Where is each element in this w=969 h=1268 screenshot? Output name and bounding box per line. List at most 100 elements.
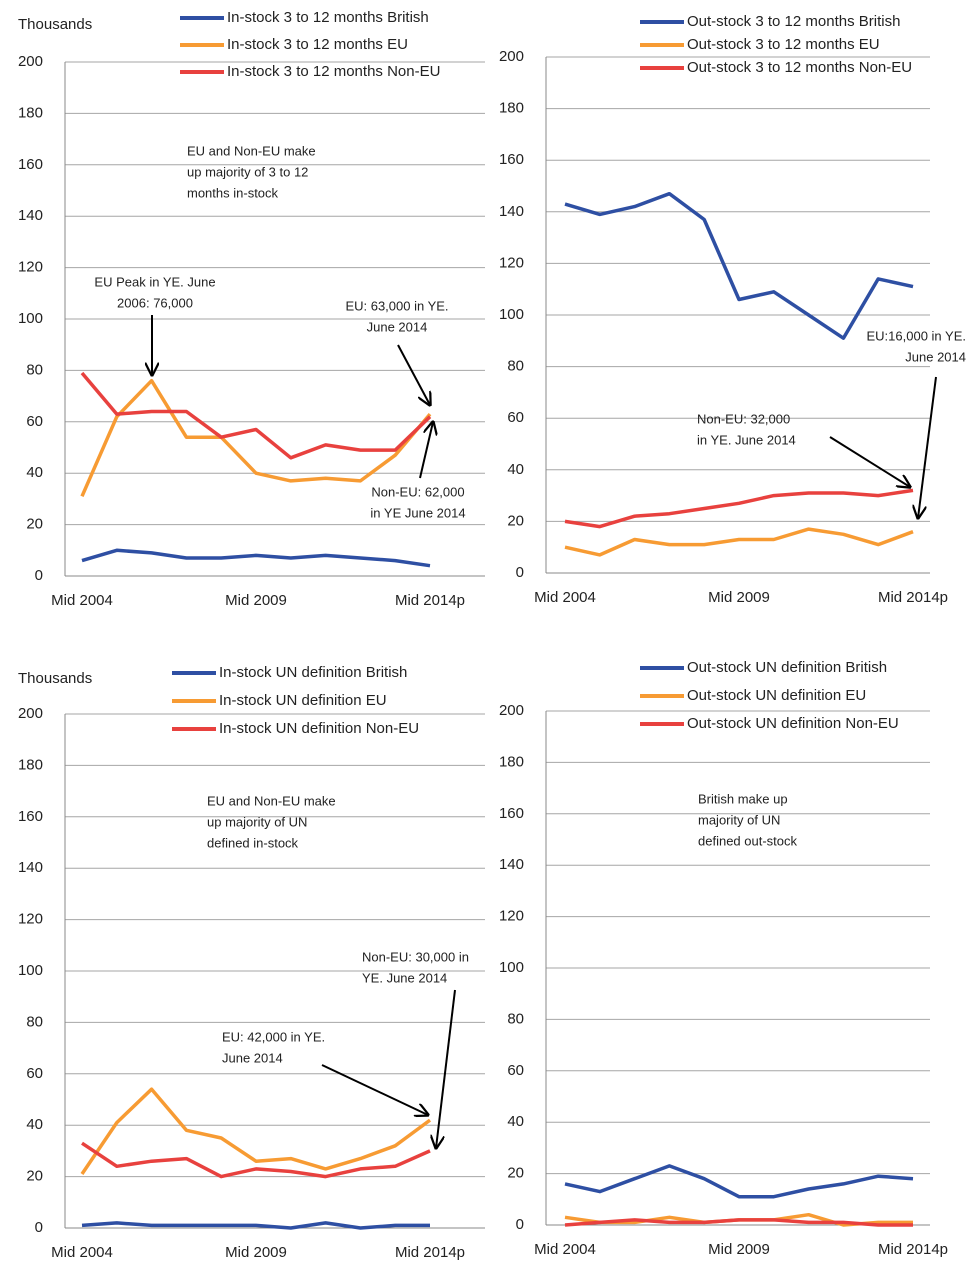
legend-label: Out-stock 3 to 12 months Non-EU xyxy=(687,59,912,76)
y-axis-label: Thousands xyxy=(18,16,92,33)
y-axis-label: Thousands xyxy=(18,670,92,687)
y-tick-label: 100 xyxy=(499,306,524,323)
y-tick-label: 60 xyxy=(26,413,43,430)
annotation: in YE June 2014 xyxy=(370,505,465,520)
y-tick-label: 40 xyxy=(507,461,524,478)
y-tick-label: 0 xyxy=(516,1216,524,1233)
y-tick-label: 120 xyxy=(18,259,43,276)
annotation: in YE. June 2014 xyxy=(697,432,796,447)
y-tick-label: 200 xyxy=(499,702,524,719)
y-tick-label: 0 xyxy=(35,567,43,584)
series-line xyxy=(564,1164,914,1199)
annotation: EU:16,000 in YE. xyxy=(867,328,967,343)
series-line xyxy=(564,191,914,340)
y-tick-label: 80 xyxy=(507,358,524,375)
y-tick-label: 0 xyxy=(516,564,524,581)
y-tick-label: 60 xyxy=(26,1065,43,1082)
annotation: months in-stock xyxy=(187,185,279,200)
y-tick-label: 100 xyxy=(18,962,43,979)
legend-label: Out-stock UN definition British xyxy=(687,659,887,676)
series-line xyxy=(564,527,914,557)
y-tick-label: 100 xyxy=(18,310,43,327)
y-tick-label: 140 xyxy=(499,203,524,220)
annotation-arrow xyxy=(321,1064,428,1115)
y-tick-label: 200 xyxy=(18,53,43,70)
y-tick-label: 80 xyxy=(26,1013,43,1030)
legend-label: Out-stock UN definition EU xyxy=(687,687,866,704)
x-tick-label: Mid 2009 xyxy=(225,592,287,609)
y-tick-label: 200 xyxy=(499,48,524,65)
legend-label: In-stock 3 to 12 months EU xyxy=(227,36,408,53)
y-tick-label: 80 xyxy=(507,1010,524,1027)
annotation: Non-EU: 62,000 xyxy=(371,484,464,499)
x-tick-label: Mid 2009 xyxy=(225,1244,287,1261)
x-tick-label: Mid 2014p xyxy=(878,589,948,606)
annotation-arrow xyxy=(397,344,430,405)
y-tick-label: 160 xyxy=(499,151,524,168)
annotation: EU and Non-EU make xyxy=(207,793,336,808)
y-tick-label: 160 xyxy=(18,808,43,825)
legend-label: In-stock UN definition Non-EU xyxy=(219,720,419,737)
annotation: defined in-stock xyxy=(207,835,299,850)
series-line xyxy=(564,1218,913,1227)
annotation: EU and Non-EU make xyxy=(187,143,316,158)
y-tick-label: 80 xyxy=(26,361,43,378)
series-line xyxy=(81,1141,431,1179)
y-tick-label: 120 xyxy=(18,911,43,928)
annotation: June 2014 xyxy=(367,319,428,334)
y-tick-label: 40 xyxy=(26,1116,43,1133)
annotation: 2006: 76,000 xyxy=(117,295,193,310)
series-line xyxy=(80,378,432,498)
annotation: defined out-stock xyxy=(698,833,798,848)
series-line xyxy=(564,488,914,529)
x-tick-label: Mid 2004 xyxy=(51,1244,113,1261)
annotation-arrow xyxy=(419,422,433,479)
legend-label: Out-stock 3 to 12 months EU xyxy=(687,36,880,53)
x-tick-label: Mid 2014p xyxy=(395,1244,465,1261)
annotation-arrow xyxy=(918,376,937,518)
legend-label: Out-stock 3 to 12 months British xyxy=(687,13,900,30)
y-tick-label: 120 xyxy=(499,908,524,925)
legend-label: In-stock UN definition British xyxy=(219,664,407,681)
legend-label: In-stock 3 to 12 months British xyxy=(227,9,429,26)
annotation: up majority of UN xyxy=(207,814,307,829)
y-tick-label: 0 xyxy=(35,1219,43,1236)
y-tick-label: 140 xyxy=(18,859,43,876)
x-tick-label: Mid 2014p xyxy=(878,1241,948,1258)
y-tick-label: 60 xyxy=(507,1062,524,1079)
y-tick-label: 20 xyxy=(507,1165,524,1182)
annotation-arrow xyxy=(436,989,456,1148)
series-line xyxy=(80,371,432,460)
y-tick-label: 180 xyxy=(18,104,43,121)
y-tick-label: 180 xyxy=(499,100,524,117)
annotation: June 2014 xyxy=(222,1050,283,1065)
y-tick-label: 180 xyxy=(18,756,43,773)
y-tick-label: 160 xyxy=(499,805,524,822)
y-tick-label: 20 xyxy=(26,1168,43,1185)
annotation: YE. June 2014 xyxy=(362,970,447,985)
annotation-arrow xyxy=(829,436,910,487)
y-tick-label: 60 xyxy=(507,409,524,426)
series-line xyxy=(81,1221,430,1230)
annotation: majority of UN xyxy=(698,812,780,827)
x-tick-label: Mid 2004 xyxy=(51,592,113,609)
annotation: British make up xyxy=(698,791,788,806)
y-tick-label: 20 xyxy=(26,516,43,533)
x-tick-label: Mid 2014p xyxy=(395,592,465,609)
annotation: up majority of 3 to 12 xyxy=(187,164,308,179)
legend-label: In-stock UN definition EU xyxy=(219,692,387,709)
y-tick-label: 200 xyxy=(18,705,43,722)
y-tick-label: 40 xyxy=(507,1113,524,1130)
series-line xyxy=(80,1087,432,1175)
legend-label: In-stock 3 to 12 months Non-EU xyxy=(227,63,440,80)
annotation: June 2014 xyxy=(905,349,966,364)
annotation: Non-EU: 32,000 xyxy=(697,411,790,426)
x-tick-label: Mid 2009 xyxy=(708,1241,770,1258)
annotation: EU: 42,000 in YE. xyxy=(222,1029,325,1044)
annotation: Non-EU: 30,000 in xyxy=(362,949,469,964)
y-tick-label: 140 xyxy=(18,207,43,224)
x-tick-label: Mid 2004 xyxy=(534,1241,596,1258)
annotation: EU Peak in YE. June xyxy=(94,274,215,289)
y-tick-label: 160 xyxy=(18,156,43,173)
